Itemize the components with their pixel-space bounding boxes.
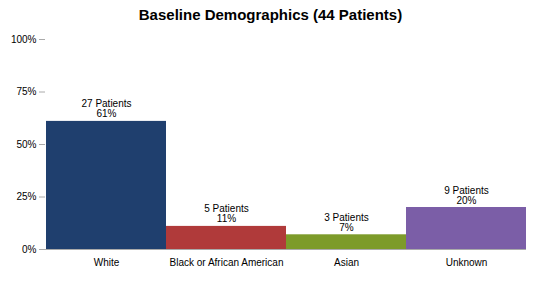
svg-text:9 Patients20%: 9 Patients20%: [444, 185, 488, 206]
svg-text:0%: 0%: [22, 244, 37, 255]
svg-text:75%: 75%: [16, 86, 36, 97]
svg-text:3 Patients7%: 3 Patients7%: [324, 212, 368, 233]
svg-text:Unknown: Unknown: [446, 257, 488, 268]
svg-text:25%: 25%: [16, 191, 36, 202]
svg-text:Black or African American: Black or African American: [170, 257, 284, 268]
svg-text:27 Patients61%: 27 Patients61%: [81, 98, 131, 119]
svg-text:50%: 50%: [16, 139, 36, 150]
svg-text:White: White: [94, 257, 120, 268]
html-text:Baseline Demographics (44 Pati: Baseline Demographics (44 Patients): [138, 6, 403, 23]
svg-text:Asian: Asian: [334, 257, 359, 268]
svg-text:100%: 100%: [11, 34, 37, 45]
svg-text:5 Patients11%: 5 Patients11%: [204, 203, 248, 224]
